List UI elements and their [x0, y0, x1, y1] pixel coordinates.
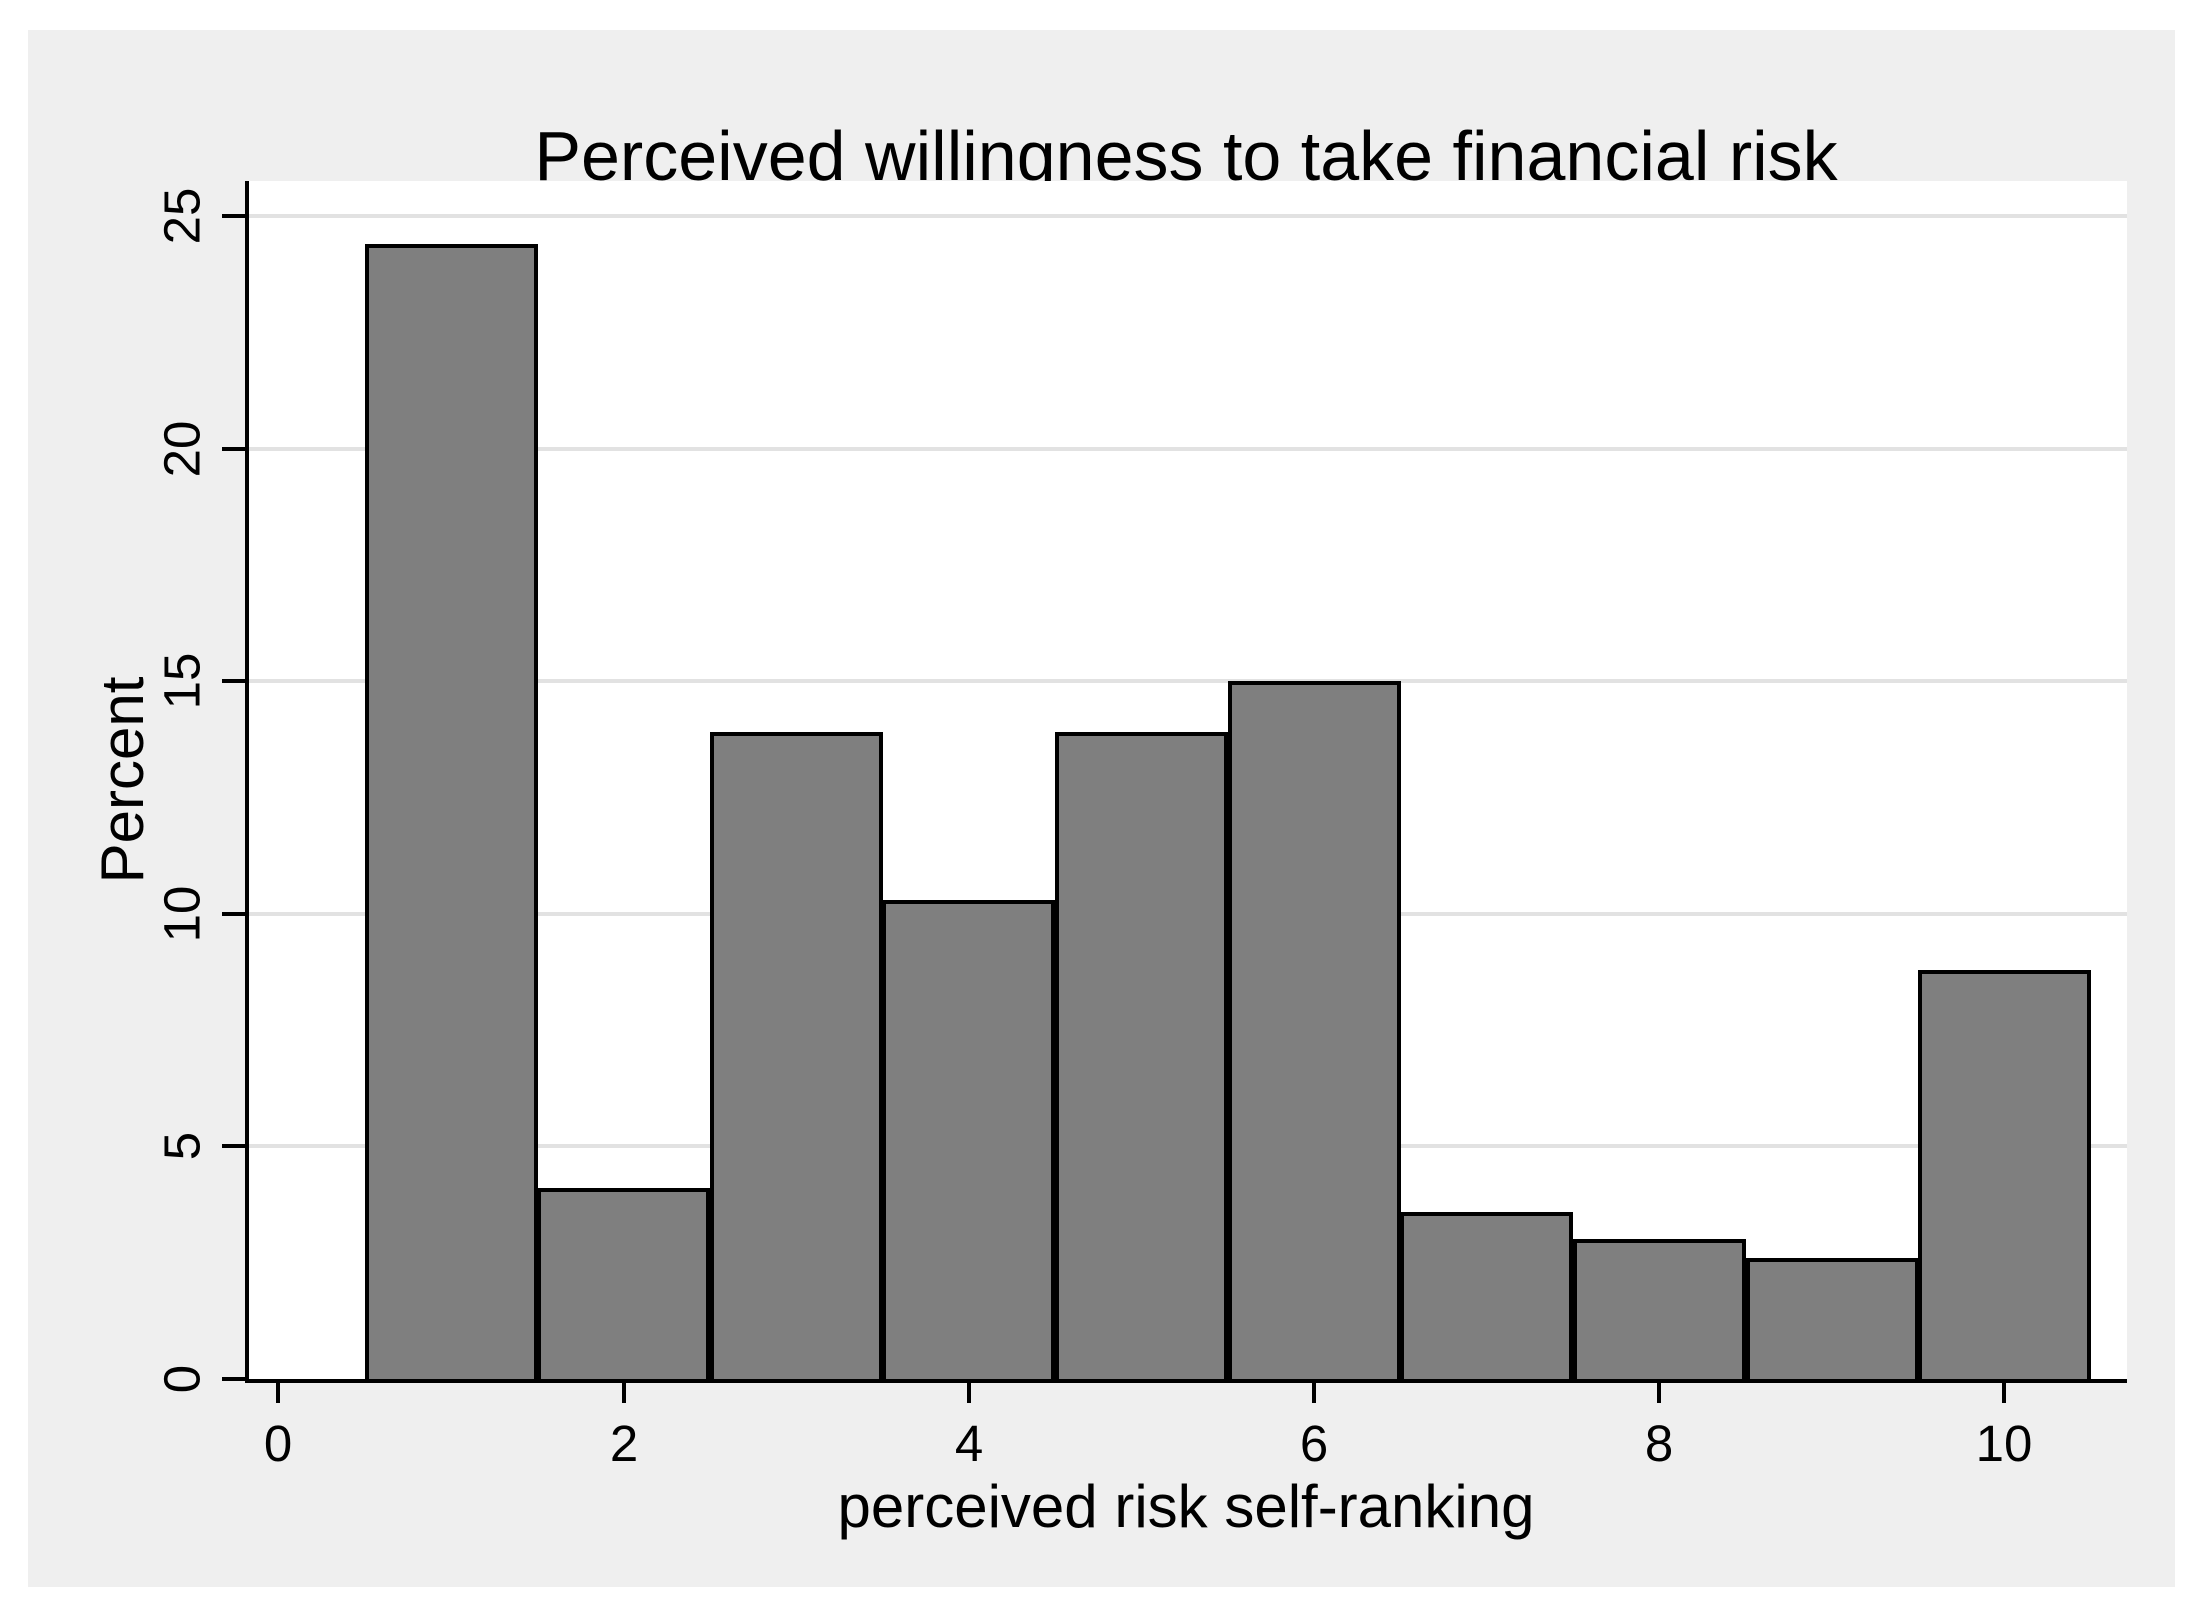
histogram-bar [1918, 970, 2091, 1379]
y-tick [222, 447, 245, 451]
gridline [249, 447, 2127, 451]
y-tick-label: 5 [153, 1131, 211, 1161]
y-tick [222, 214, 245, 218]
y-axis-label: Percent [89, 676, 156, 884]
x-tick-label: 8 [1644, 1415, 1674, 1472]
histogram-bar [1746, 1258, 1919, 1379]
y-tick [222, 912, 245, 916]
histogram-bar [1400, 1212, 1573, 1379]
x-tick [276, 1383, 280, 1403]
x-tick-label: 0 [263, 1415, 293, 1472]
x-tick-label: 4 [954, 1415, 984, 1472]
x-tick [1657, 1383, 1661, 1403]
x-tick [622, 1383, 626, 1403]
histogram-bar [365, 244, 538, 1379]
y-tick [222, 679, 245, 683]
histogram-bar [710, 732, 883, 1379]
chart-title: Perceived willingness to take financial … [534, 117, 1838, 195]
figure-background: Perceived willingness to take financial … [28, 30, 2175, 1587]
plot-area [245, 181, 2127, 1383]
x-tick-label: 10 [1975, 1415, 2033, 1472]
y-tick-label: 10 [153, 885, 211, 943]
x-tick [967, 1383, 971, 1403]
gridline [249, 214, 2127, 218]
histogram-bar [1055, 732, 1228, 1379]
histogram-bar [882, 900, 1055, 1379]
y-tick [222, 1144, 245, 1148]
y-tick-label: 15 [153, 652, 211, 710]
x-tick-label: 2 [609, 1415, 639, 1472]
y-tick-label: 25 [153, 187, 211, 245]
histogram-bar [1573, 1239, 1746, 1379]
x-tick [2002, 1383, 2006, 1403]
histogram-bar [1228, 681, 1401, 1379]
x-tick [1312, 1383, 1316, 1403]
x-axis-label: perceived risk self-ranking [837, 1473, 1535, 1540]
y-tick-label: 20 [153, 420, 211, 478]
histogram-bar [537, 1188, 710, 1379]
gridline [249, 679, 2127, 683]
x-tick-label: 6 [1299, 1415, 1329, 1472]
y-tick-label: 0 [153, 1364, 211, 1394]
y-tick [222, 1377, 245, 1381]
